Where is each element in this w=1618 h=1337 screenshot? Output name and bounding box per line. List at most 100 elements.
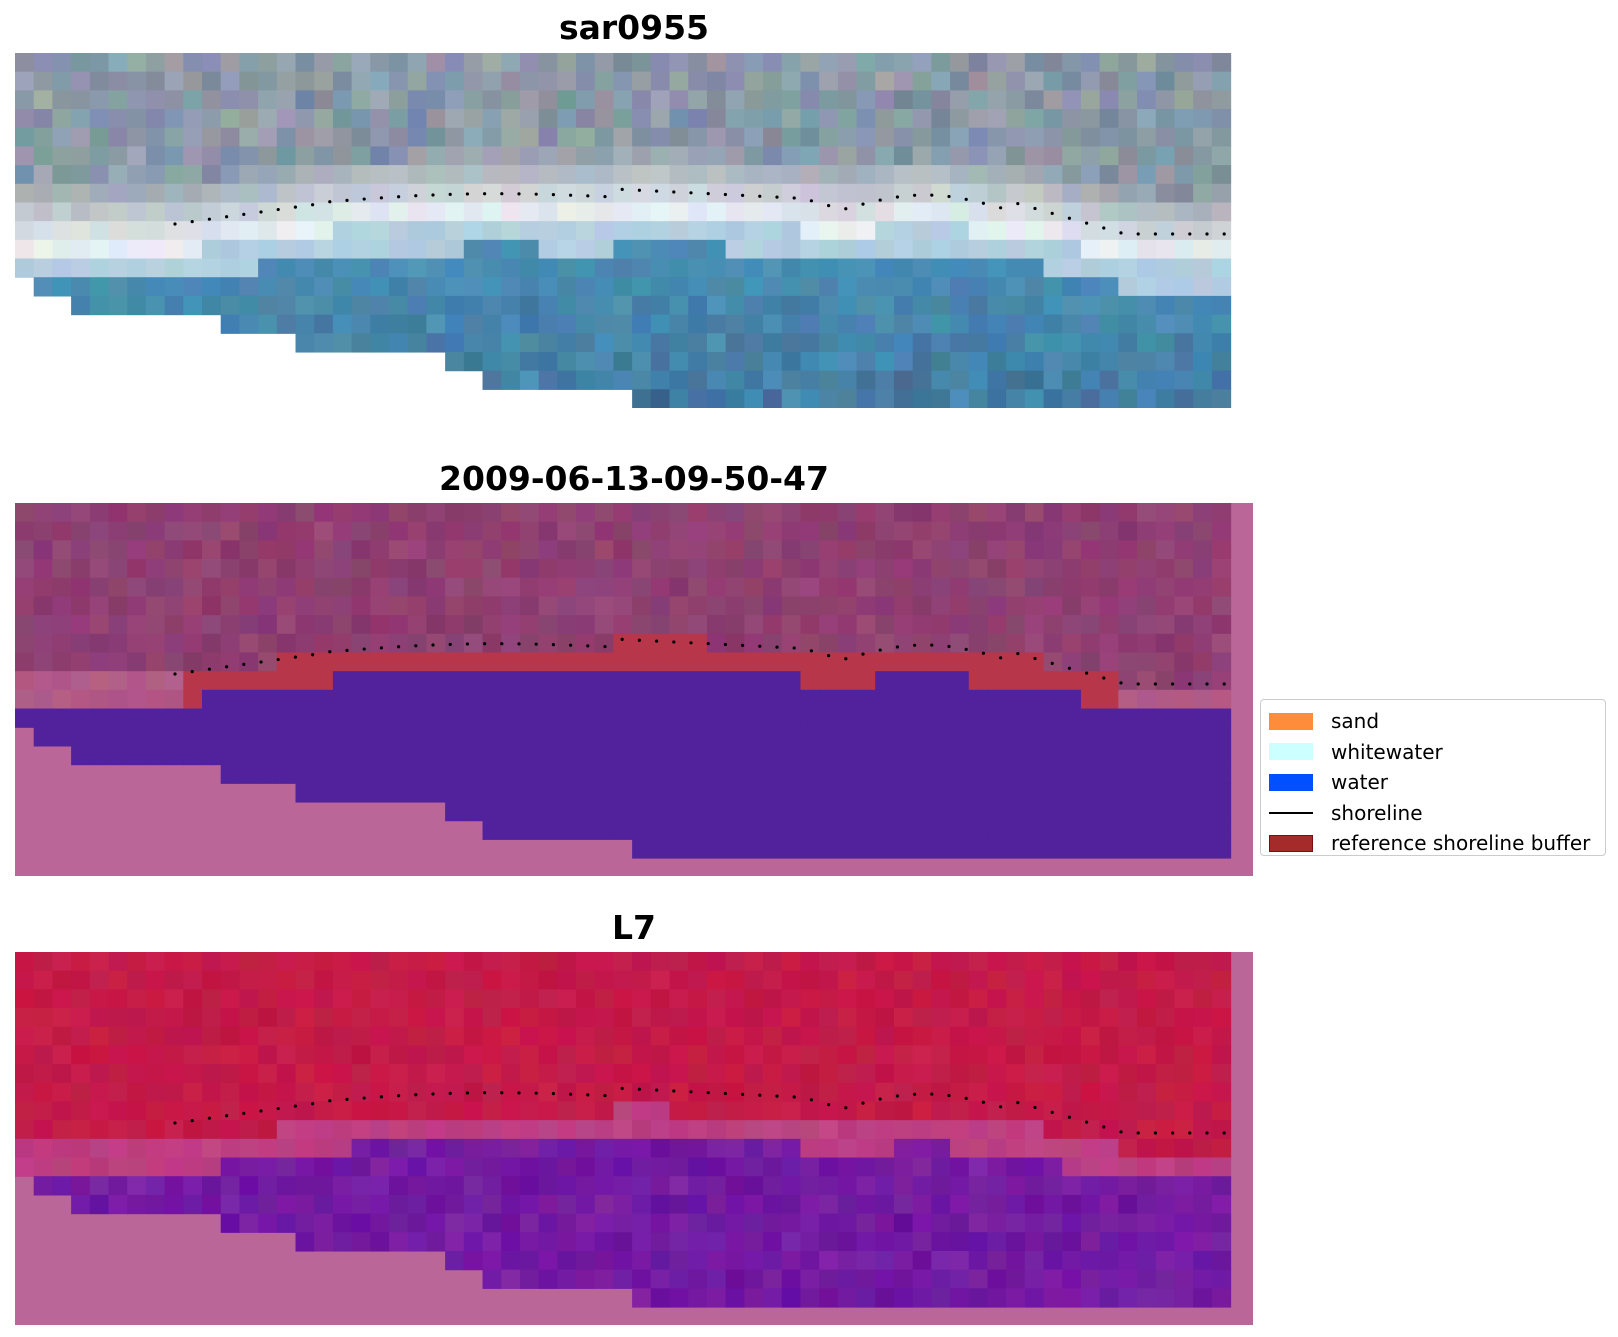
rgb-pixel — [763, 314, 783, 334]
class-pixel — [482, 652, 502, 672]
rgb-pixel — [893, 333, 914, 353]
shoreline-point — [1085, 221, 1089, 225]
class-pixel — [145, 596, 166, 616]
shoreline-point — [1153, 682, 1157, 686]
class-pixel — [202, 596, 222, 616]
rgb-pixel — [314, 295, 334, 316]
class-pixel — [706, 708, 727, 728]
rgb-pixel — [370, 202, 390, 222]
index-pixel — [482, 1101, 502, 1121]
index-pixel — [482, 1045, 502, 1065]
class-pixel — [295, 745, 315, 766]
rgb-pixel — [950, 183, 970, 204]
index-pixel — [1024, 1026, 1045, 1047]
rgb-pixel — [650, 127, 671, 148]
class-pixel — [332, 503, 353, 523]
rgb-pixel — [1174, 221, 1194, 241]
index-pixel — [389, 989, 409, 1009]
class-pixel — [89, 540, 110, 560]
rgb-pixel — [725, 165, 745, 185]
rgb-pixel — [1062, 295, 1082, 316]
index-pixel — [856, 989, 876, 1009]
class-pixel — [1211, 689, 1232, 710]
class-pixel — [669, 577, 689, 598]
class-pixel — [987, 633, 1007, 654]
index-pixel — [706, 1213, 727, 1233]
index-pixel — [613, 1194, 633, 1215]
class-pixel — [332, 633, 353, 654]
index-pixel — [389, 1026, 409, 1047]
class-pixel — [725, 577, 745, 598]
index-pixel — [576, 1026, 596, 1047]
rgb-pixel — [950, 165, 970, 185]
class-pixel — [202, 671, 222, 691]
class-pixel — [519, 652, 540, 672]
class-pixel — [501, 745, 521, 766]
index-pixel — [557, 1082, 577, 1103]
class-pixel — [519, 503, 540, 523]
rgb-pixel — [650, 221, 671, 241]
class-pixel — [89, 577, 110, 598]
rgb-pixel — [164, 183, 184, 204]
shoreline-point — [775, 645, 779, 649]
rgb-pixel — [108, 221, 128, 241]
index-pixel — [164, 989, 184, 1009]
class-pixel — [987, 652, 1007, 672]
index-pixel — [108, 989, 128, 1009]
class-pixel — [1155, 521, 1176, 541]
index-pixel — [202, 952, 222, 972]
shoreline-point — [706, 642, 710, 646]
rgb-pixel — [1006, 146, 1026, 166]
index-pixel — [127, 1157, 147, 1177]
class-pixel — [127, 577, 147, 598]
index-pixel — [1043, 1045, 1063, 1065]
class-pixel — [987, 540, 1007, 560]
rgb-pixel — [1155, 109, 1176, 129]
index-pixel — [688, 1288, 708, 1308]
index-pixel — [426, 952, 446, 972]
index-pixel — [314, 1101, 334, 1121]
index-pixel — [931, 989, 951, 1009]
index-pixel — [744, 1232, 764, 1252]
rgb-pixel — [1043, 314, 1063, 334]
class-pixel — [351, 745, 371, 766]
index-pixel — [819, 1176, 839, 1196]
rgb-pixel — [557, 295, 577, 316]
index-pixel — [370, 1120, 390, 1140]
index-pixel — [893, 1101, 914, 1121]
index-pixel — [650, 1026, 671, 1047]
index-pixel — [781, 1288, 802, 1308]
class-pixel — [1211, 559, 1232, 579]
rgb-pixel — [968, 165, 989, 185]
index-pixel — [706, 970, 727, 990]
rgb-pixel — [1080, 389, 1101, 408]
index-pixel — [912, 1064, 932, 1084]
index-pixel — [912, 1026, 932, 1047]
rgb-pixel — [1062, 90, 1082, 110]
index-pixel — [1024, 952, 1045, 972]
rgb-pixel — [127, 258, 147, 278]
index-pixel — [763, 1082, 783, 1103]
shoreline-point — [397, 195, 401, 199]
index-pixel — [650, 1250, 671, 1271]
index-pixel — [258, 1026, 278, 1047]
rgb-pixel — [837, 314, 858, 334]
class-pixel — [389, 764, 409, 784]
rgb-pixel — [632, 221, 652, 241]
rgb-pixel — [164, 258, 184, 278]
rgb-pixel — [426, 202, 446, 222]
class-pixel — [800, 652, 820, 672]
class-pixel — [108, 671, 128, 691]
class-pixel — [763, 820, 783, 840]
index-pixel — [71, 1176, 91, 1196]
rgb-pixel — [15, 53, 35, 73]
rgb-pixel — [1099, 277, 1119, 297]
index-pixel — [669, 1194, 689, 1215]
class-pixel — [632, 652, 652, 672]
index-pixel — [950, 1157, 970, 1177]
class-pixel — [1137, 839, 1157, 859]
class-pixel — [725, 596, 745, 616]
rgb-pixel — [1043, 53, 1063, 73]
index-pixel — [800, 1026, 820, 1047]
index-pixel — [744, 1176, 764, 1196]
